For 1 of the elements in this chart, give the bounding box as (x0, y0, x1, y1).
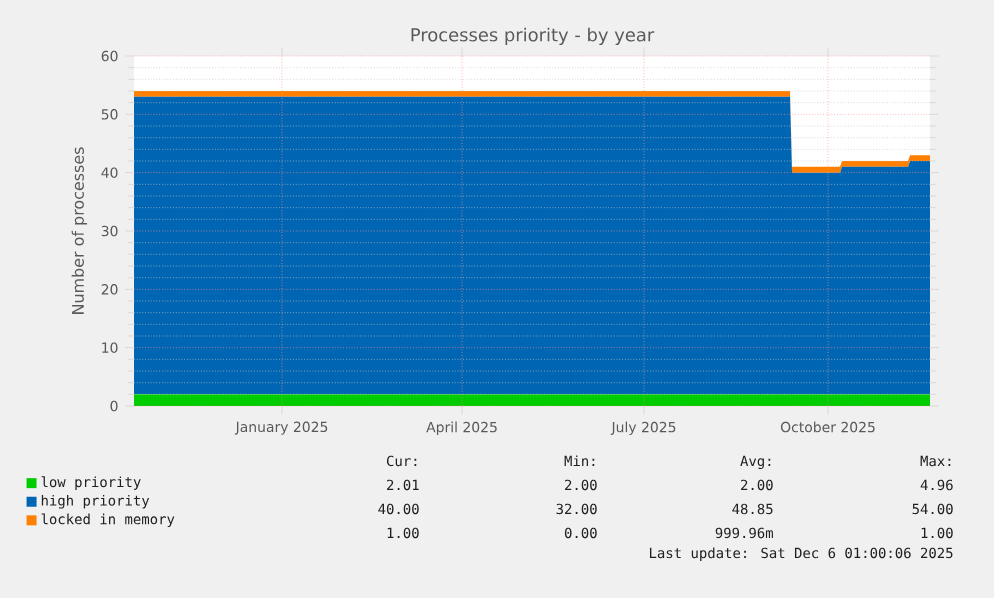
chart-title: Processes priority - by year (411, 27, 655, 45)
